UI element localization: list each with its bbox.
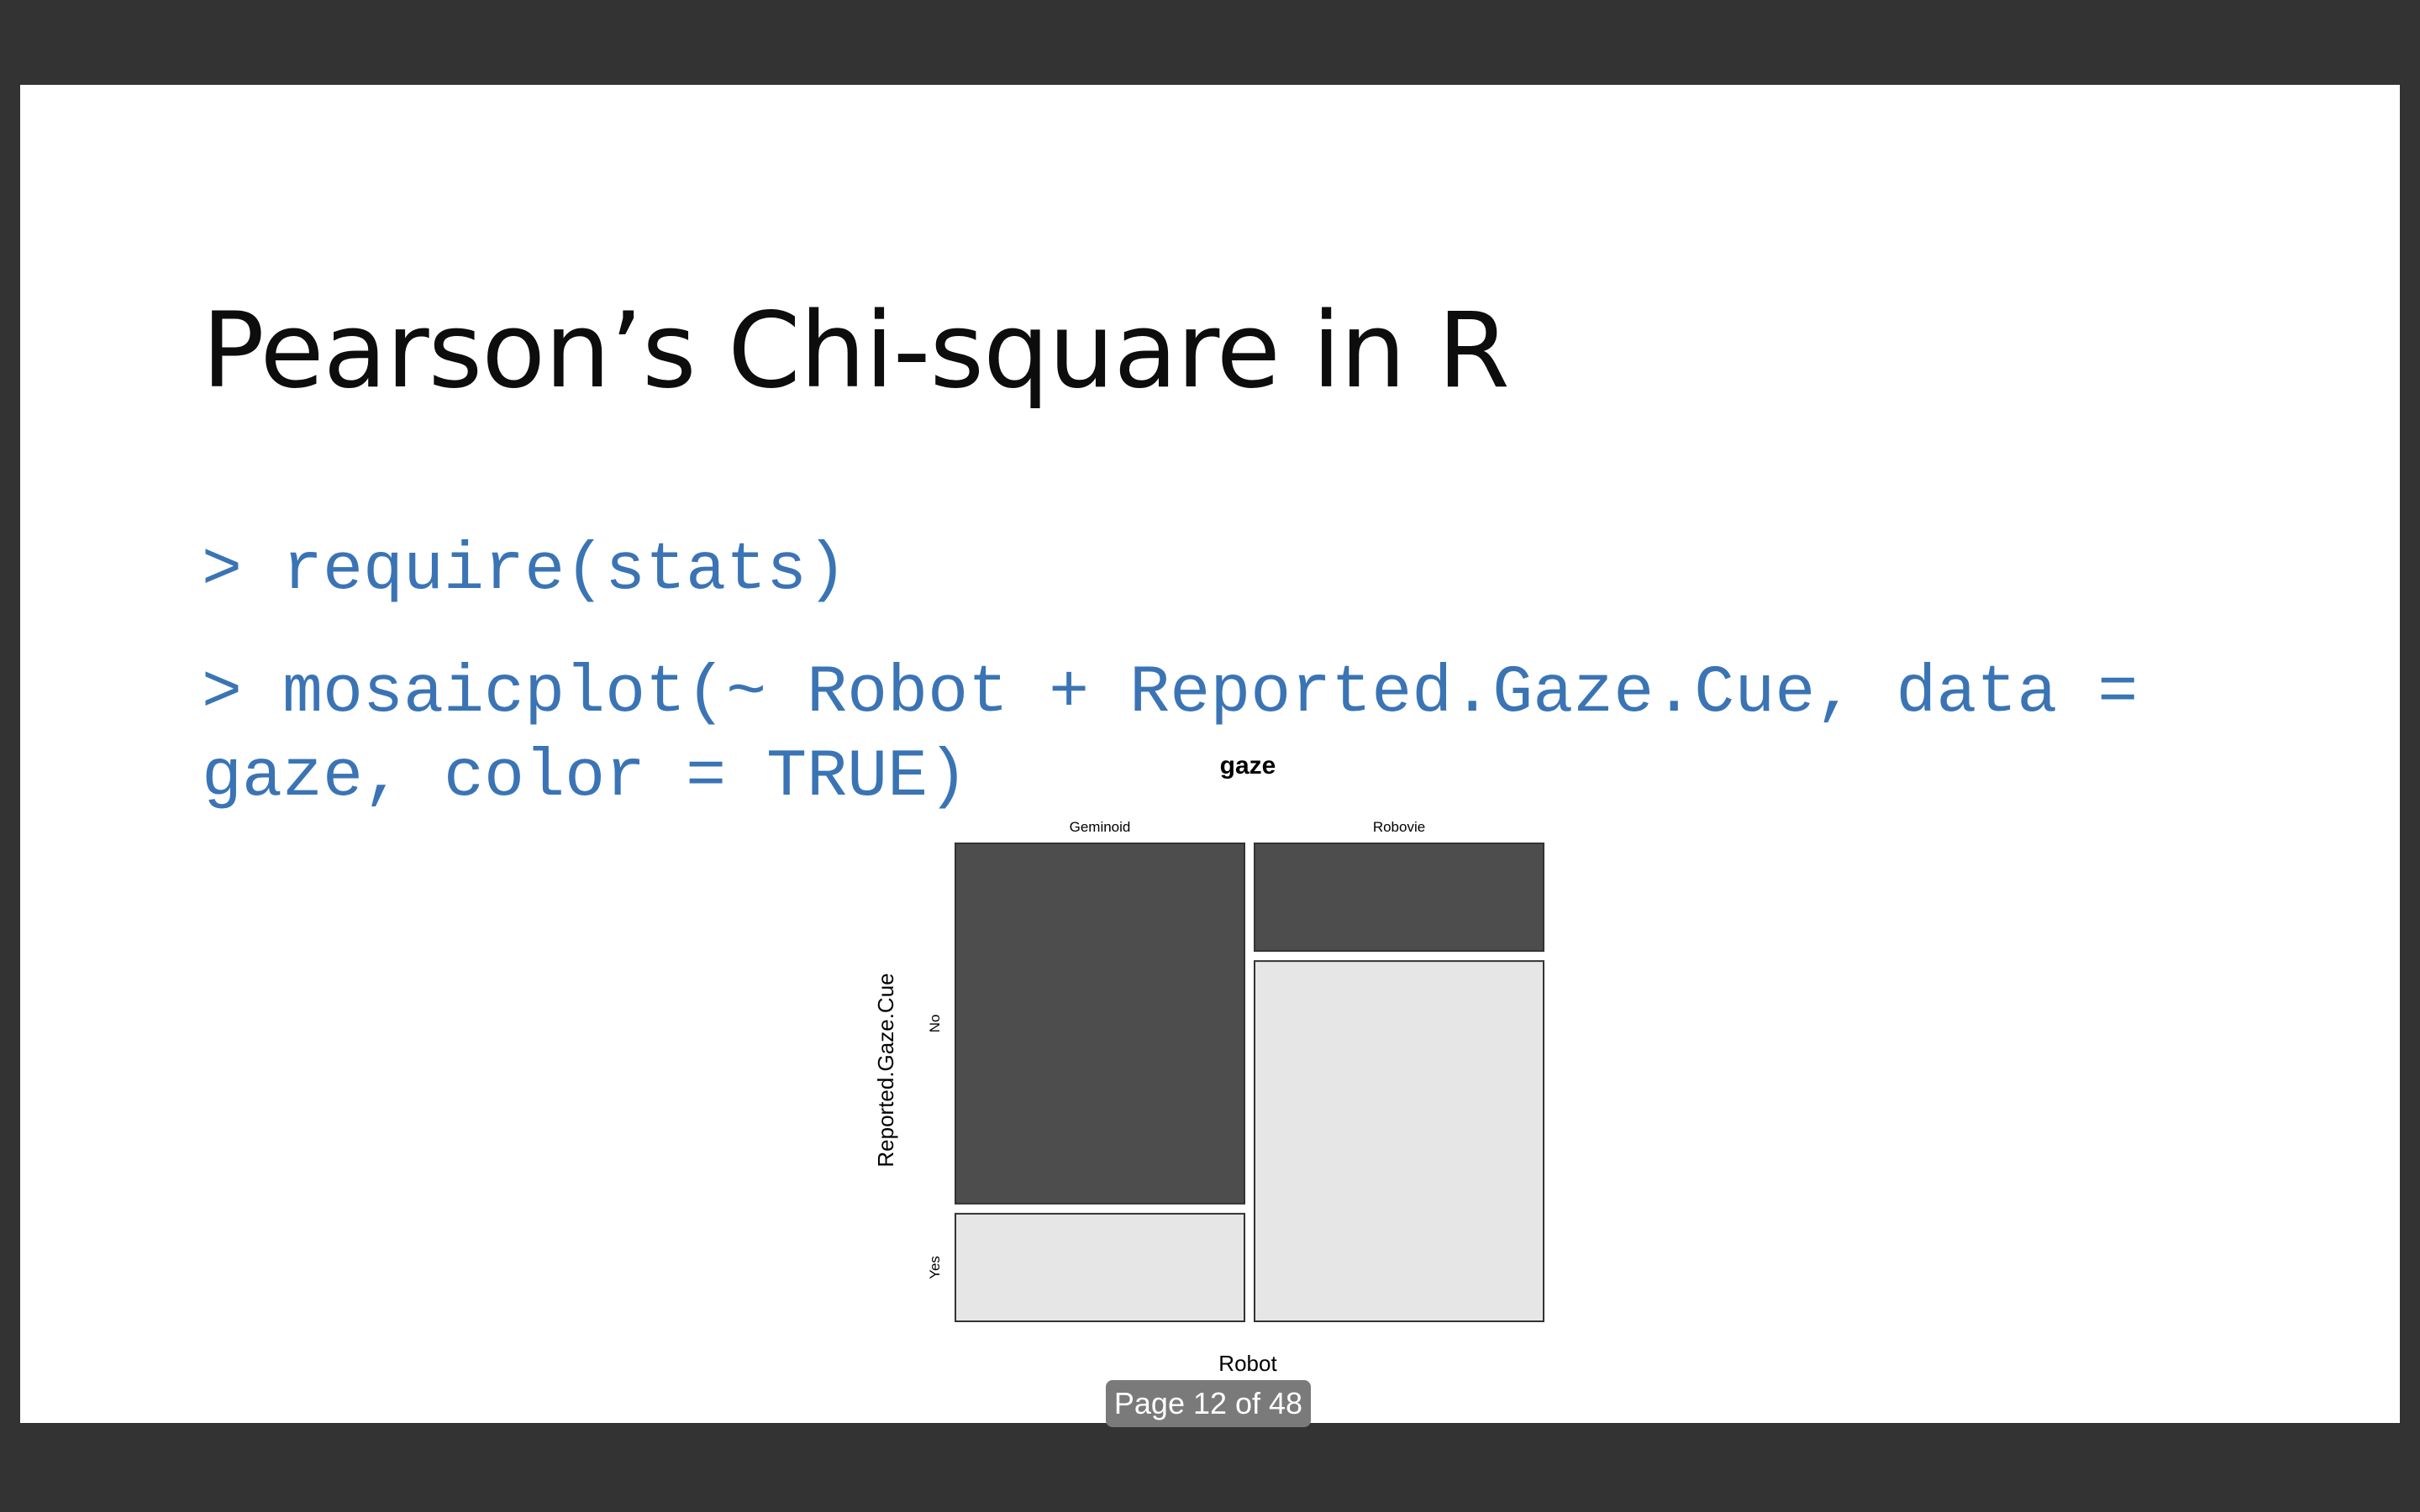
mosaic-cells: Geminoid Robovie No Yes [927, 819, 1544, 1323]
mosaic-cell-geminoid-yes [955, 1212, 1245, 1323]
row-label-yes: Yes [927, 1256, 943, 1279]
code-line: gaze, color = TRUE) [202, 739, 969, 816]
slide-title: Pearson’s Chi-square in R [202, 291, 1510, 412]
column-label-geminoid: Geminoid [1070, 819, 1131, 835]
y-axis-label: Reported.Gaze.Cue [873, 973, 898, 1167]
mosaic-plot: gaze Robot Reported.Gaze.Cue Geminoid Rob… [873, 752, 1544, 1376]
code-line: > require(stats) [202, 533, 848, 609]
slide-page: Pearson’s Chi-square in R > require(stat… [20, 85, 2400, 1423]
page-indicator: Page 12 of 48 [1106, 1380, 1311, 1427]
x-axis-label: Robot [1218, 1351, 1277, 1376]
row-label-no: No [927, 1015, 943, 1033]
code-line: > mosaicplot(~ Robot + Reported.Gaze.Cue… [202, 655, 2139, 732]
mosaic-cell-geminoid-no [955, 843, 1245, 1205]
mosaic-cell-robovie-yes [1254, 960, 1544, 1322]
mosaic-cell-robovie-no [1254, 843, 1544, 953]
column-label-robovie: Robovie [1373, 819, 1425, 835]
chart-title: gaze [1220, 752, 1276, 780]
